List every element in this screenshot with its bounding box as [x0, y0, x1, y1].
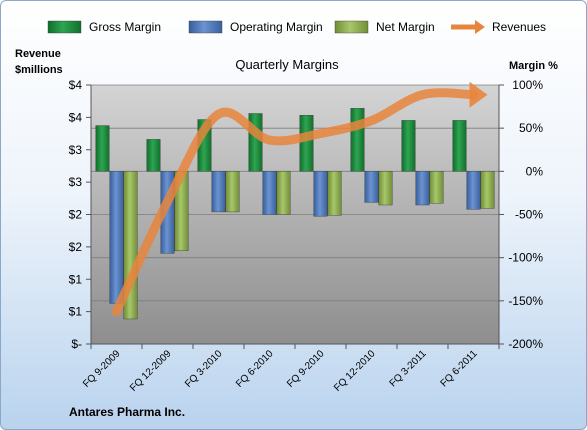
x-tick-label: FQ 3-2010 [183, 348, 225, 390]
bar-operating-margin [211, 171, 226, 213]
legend-revenues-label: Revenues [492, 20, 546, 34]
legend: Gross Margin Operating Margin Net Margin Re… [47, 20, 546, 34]
legend-gross-margin-swatch [47, 20, 82, 34]
x-tick-label: FQ 6-2010 [234, 348, 276, 390]
bar-operating-margin [364, 171, 379, 203]
x-tick-label: FQ 12-2009 [128, 348, 174, 394]
chart-title: Quarterly Margins [235, 57, 339, 72]
bar-net-margin [480, 171, 495, 209]
right-tick-label: -50% [515, 208, 543, 222]
left-tick-label: $4 [69, 78, 83, 92]
bar-gross-margin [146, 139, 161, 172]
right-tick-label: 50% [519, 121, 543, 135]
bar-net-margin [225, 171, 240, 213]
bar-net-margin [378, 171, 393, 206]
left-tick-label: $3 [69, 175, 83, 189]
bar-operating-margin [313, 171, 328, 217]
x-tick-label: FQ 9-2010 [285, 348, 327, 390]
legend-operating-margin-swatch [188, 20, 223, 34]
revenue-line [112, 88, 478, 317]
right-tick-label: -100% [508, 251, 543, 265]
x-tick-label: FQ 6-2011 [439, 348, 480, 389]
legend-net-margin-swatch [334, 20, 369, 34]
x-tick-label: FQ 9-2009 [81, 348, 123, 390]
left-tick-label: $3 [69, 143, 83, 157]
left-axis-label-line2: $millions [15, 64, 63, 76]
right-axis-label: Margin % [509, 60, 558, 72]
bar-gross-margin [299, 115, 314, 172]
left-tick-label: $1 [69, 272, 83, 286]
left-tick-label: $4 [69, 110, 83, 124]
company-name: Antares Pharma Inc. [69, 405, 185, 419]
bar-operating-margin [466, 171, 481, 210]
right-tick-label: -200% [508, 337, 543, 351]
x-tick-label: FQ 12-2010 [332, 348, 378, 394]
right-tick-label: 0% [526, 164, 544, 178]
bar-net-margin [276, 171, 291, 215]
bar-net-margin [429, 171, 444, 204]
legend-gross-margin-label: Gross Margin [89, 20, 161, 34]
legend-revenues-arrow [475, 20, 485, 34]
legend-net-margin-label: Net Margin [376, 20, 435, 34]
legend-operating-margin-label: Operating Margin [230, 20, 323, 34]
left-axis-label-line1: Revenue [15, 48, 61, 60]
left-tick-label: $- [71, 337, 82, 351]
bar-gross-margin [401, 120, 416, 172]
right-tick-label: 100% [512, 78, 543, 92]
bar-operating-margin [109, 171, 124, 304]
bar-operating-margin [415, 171, 430, 206]
x-tick-label: FQ 3-2011 [388, 348, 429, 389]
left-tick-label: $1 [69, 305, 83, 319]
revenue-arrowhead [469, 81, 488, 108]
bar-operating-margin [262, 171, 277, 215]
left-tick-label: $2 [69, 208, 83, 222]
bar-gross-margin [95, 125, 110, 172]
bar-gross-margin [350, 108, 365, 172]
bar-net-margin [327, 171, 342, 216]
revenue-line-layer [112, 81, 488, 317]
right-tick-label: -150% [508, 294, 543, 308]
left-tick-label: $2 [69, 240, 83, 254]
bar-gross-margin [452, 120, 467, 172]
